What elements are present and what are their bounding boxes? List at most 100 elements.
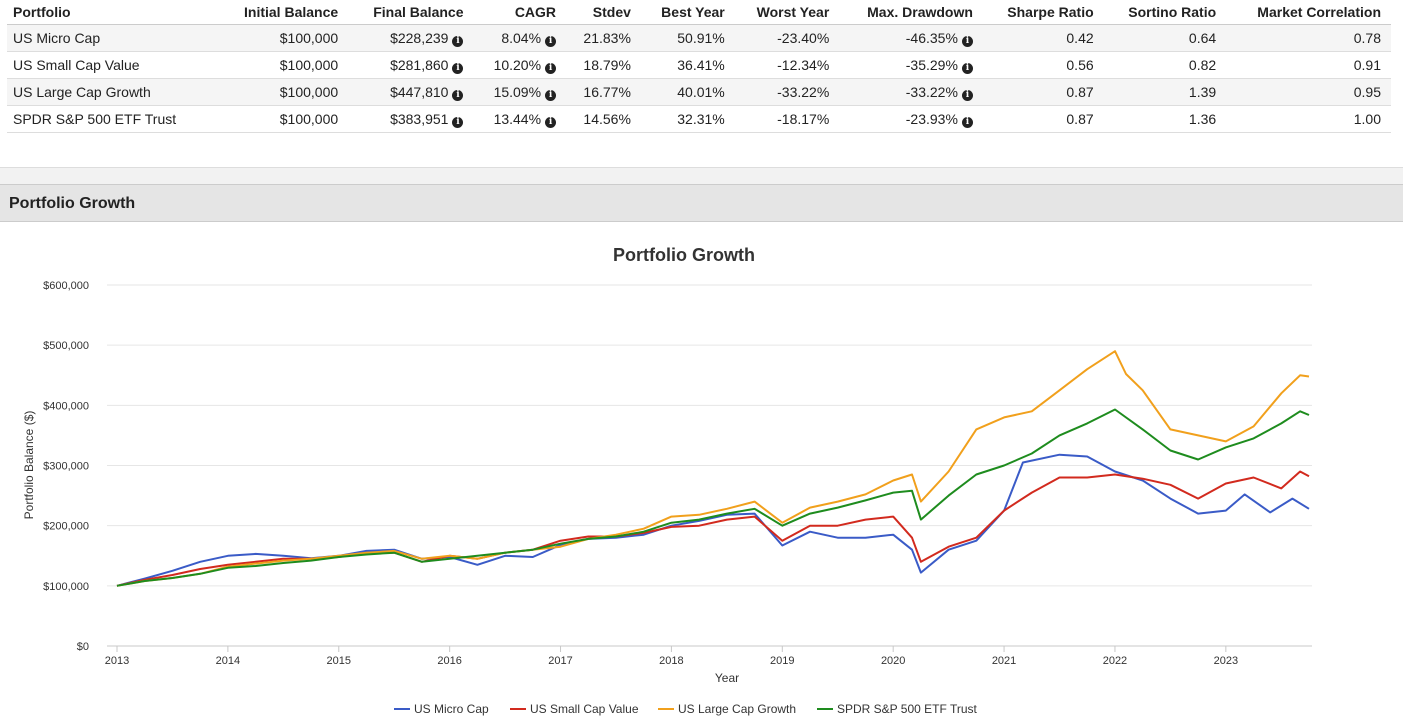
cell-value: -18.17% bbox=[777, 111, 830, 127]
cell-value: 0.82 bbox=[1188, 57, 1217, 73]
cell-value: $100,000 bbox=[279, 84, 339, 100]
cell-value: -12.34% bbox=[777, 57, 830, 73]
x-tick-label: 2017 bbox=[548, 655, 572, 667]
cell-value: $100,000 bbox=[279, 30, 339, 46]
cell-value: $100,000 bbox=[279, 111, 339, 127]
x-tick-label: 2020 bbox=[881, 655, 905, 667]
cell-value: 18.79% bbox=[583, 57, 631, 73]
cell-value: -23.93% bbox=[905, 110, 958, 127]
info-circle-icon[interactable]: i bbox=[452, 116, 464, 128]
table-cell: $100,000 bbox=[218, 51, 349, 79]
table-cell: 0.87 bbox=[982, 78, 1104, 106]
info-circle-icon[interactable]: i bbox=[961, 35, 973, 47]
table-cell: -18.17% bbox=[734, 105, 840, 133]
table-cell: 0.82 bbox=[1103, 51, 1227, 79]
table-cell: 40.01% bbox=[640, 78, 735, 106]
cell-value: -46.35% bbox=[905, 29, 958, 46]
x-axis-label: Year bbox=[715, 671, 739, 685]
series-line bbox=[116, 470, 1310, 587]
table-cell: 50.91% bbox=[640, 24, 735, 52]
info-circle-icon[interactable]: i bbox=[961, 89, 973, 101]
cell-value: 0.56 bbox=[1066, 57, 1094, 73]
legend-item: US Large Cap Growth bbox=[678, 702, 796, 716]
table-cell: US Large Cap Growth bbox=[7, 78, 219, 106]
cell-value: $281,860 bbox=[390, 56, 449, 73]
y-tick-label: $600,000 bbox=[43, 280, 89, 292]
y-tick-label: $0 bbox=[77, 641, 89, 653]
x-tick-label: 2023 bbox=[1214, 655, 1238, 667]
table-header-row: Portfolio Initial Balance Final Balance CAG… bbox=[7, 0, 1391, 25]
cell-value: 15.09% bbox=[493, 83, 542, 100]
x-tick-label: 2013 bbox=[105, 655, 129, 667]
x-tick-label: 2016 bbox=[437, 655, 461, 667]
table-cell: $228,239 i bbox=[348, 24, 474, 52]
cell-value: 10.20% bbox=[493, 56, 542, 73]
cell-value: 14.56% bbox=[583, 111, 631, 127]
info-circle-icon[interactable]: i bbox=[545, 62, 557, 74]
table-cell: 10.20% i bbox=[473, 51, 567, 79]
series-line bbox=[116, 408, 1310, 587]
table-cell: 0.95 bbox=[1226, 78, 1391, 106]
table-row: SPDR S&P 500 ETF Trust $100,000 $383,951 i 1… bbox=[7, 105, 1391, 133]
x-tick-label: 2022 bbox=[1103, 655, 1127, 667]
legend-item: SPDR S&P 500 ETF Trust bbox=[837, 702, 977, 716]
table-row: US Small Cap Value $100,000 $281,860 i 10.20… bbox=[7, 51, 1391, 79]
column-header: Worst Year bbox=[734, 0, 840, 25]
x-tick-label: 2015 bbox=[327, 655, 351, 667]
table-cell: $100,000 bbox=[218, 24, 349, 52]
series-line bbox=[116, 453, 1310, 587]
cell-value: 1.39 bbox=[1188, 84, 1217, 100]
cell-value: 21.83% bbox=[583, 30, 631, 46]
cell-value: US Small Cap Value bbox=[13, 57, 140, 73]
cell-value: 0.42 bbox=[1066, 30, 1094, 46]
legend-item: US Small Cap Value bbox=[530, 702, 639, 716]
table-cell: -23.93% i bbox=[839, 105, 983, 133]
section-header: Portfolio Growth bbox=[0, 184, 1403, 222]
table-cell: 0.91 bbox=[1226, 51, 1391, 79]
table-cell: 1.39 bbox=[1103, 78, 1227, 106]
cell-value: -35.29% bbox=[905, 56, 958, 73]
cell-value: -33.22% bbox=[777, 84, 830, 100]
table-cell: US Small Cap Value bbox=[7, 51, 219, 79]
table-cell: 16.77% bbox=[566, 78, 641, 106]
info-circle-icon[interactable]: i bbox=[545, 89, 557, 101]
table-cell: 36.41% bbox=[640, 51, 735, 79]
table-cell: 13.44% i bbox=[473, 105, 567, 133]
cell-value: 0.87 bbox=[1066, 111, 1094, 127]
info-circle-icon[interactable]: i bbox=[452, 62, 464, 74]
cell-value: $383,951 bbox=[390, 110, 449, 127]
y-tick-label: $400,000 bbox=[43, 400, 89, 412]
x-tick-label: 2021 bbox=[992, 655, 1016, 667]
table-cell: -33.22% i bbox=[839, 78, 983, 106]
info-circle-icon[interactable]: i bbox=[452, 35, 464, 47]
column-header: Initial Balance bbox=[218, 0, 349, 25]
cell-value: 1.00 bbox=[1353, 111, 1381, 127]
cell-value: 0.95 bbox=[1353, 84, 1381, 100]
cell-value: $100,000 bbox=[279, 57, 339, 73]
info-circle-icon[interactable]: i bbox=[545, 116, 557, 128]
column-header: Best Year bbox=[640, 0, 735, 25]
table-cell: 0.42 bbox=[982, 24, 1104, 52]
info-circle-icon[interactable]: i bbox=[961, 116, 973, 128]
info-circle-icon[interactable]: i bbox=[961, 62, 973, 74]
portfolio-growth-chart: $0 $100,000 $200,000 $300,000 $400,000 $500,0… bbox=[22, 245, 1312, 716]
info-circle-icon[interactable]: i bbox=[545, 35, 557, 47]
table-cell: 0.87 bbox=[982, 105, 1104, 133]
cell-value: 8.04% bbox=[501, 29, 542, 46]
x-tick-label: 2019 bbox=[770, 655, 794, 667]
table-cell: 0.64 bbox=[1103, 24, 1227, 52]
cell-value: 32.31% bbox=[677, 111, 725, 127]
table-cell: 1.00 bbox=[1226, 105, 1391, 133]
legend-item: US Micro Cap bbox=[414, 702, 489, 716]
y-tick-label: $200,000 bbox=[43, 521, 89, 533]
table-cell: 15.09% i bbox=[473, 78, 567, 106]
table-cell: 14.56% bbox=[566, 105, 641, 133]
table-row: US Micro Cap $100,000 $228,239 i 8.04% i 21.83… bbox=[7, 24, 1391, 52]
cell-value: 0.87 bbox=[1066, 84, 1094, 100]
chart-title: Portfolio Growth bbox=[613, 245, 755, 265]
column-header: Market Correlation bbox=[1226, 0, 1391, 25]
table-cell: 1.36 bbox=[1103, 105, 1227, 133]
cell-value: 16.77% bbox=[583, 84, 631, 100]
table-cell: $383,951 i bbox=[348, 105, 474, 133]
info-circle-icon[interactable]: i bbox=[452, 89, 464, 101]
